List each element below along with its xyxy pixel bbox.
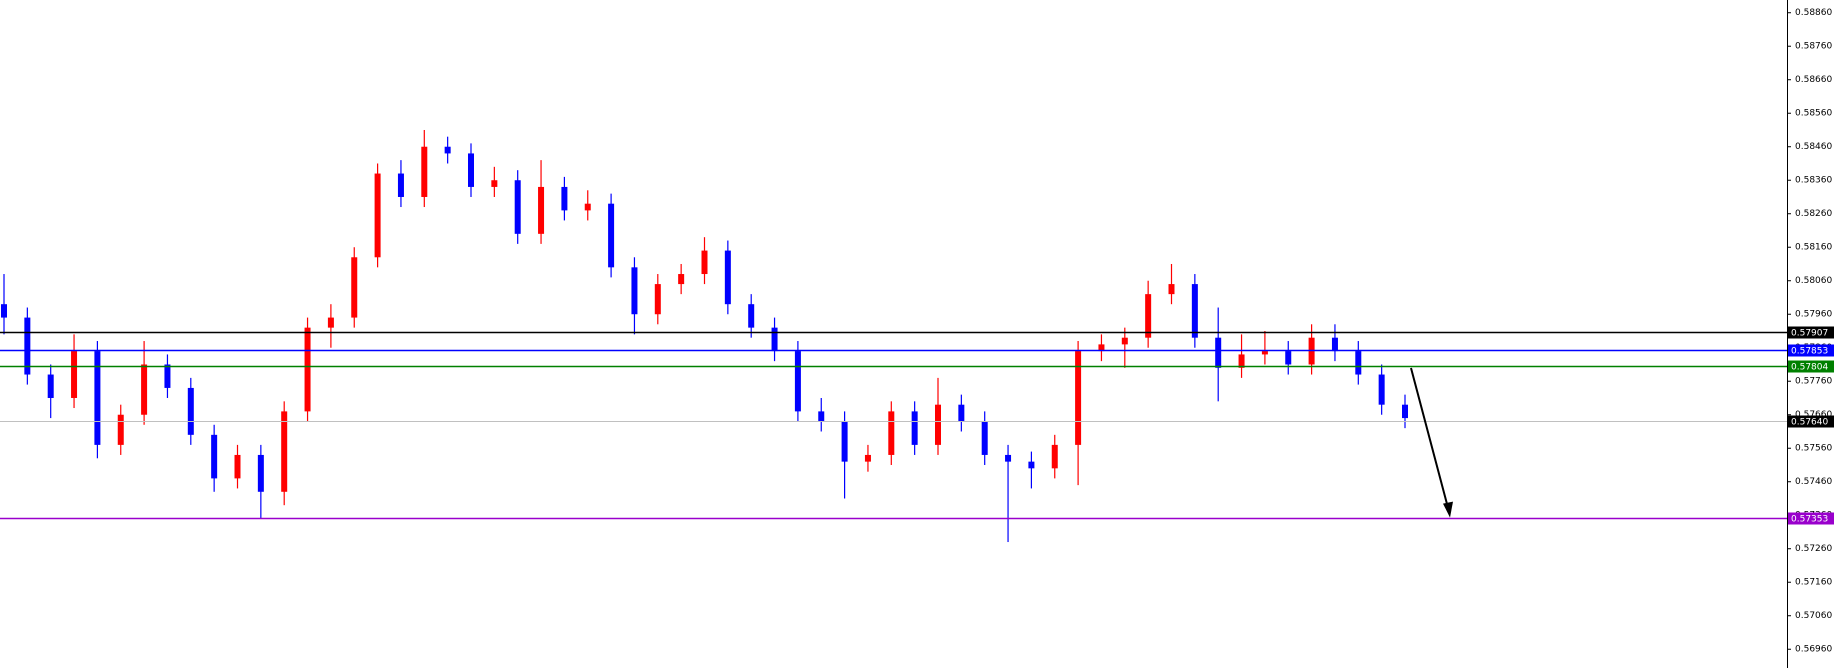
- candle-body: [911, 411, 918, 445]
- candle-body: [1121, 337, 1128, 345]
- level-label: 0.57353: [1791, 515, 1828, 525]
- candle-body: [71, 351, 78, 398]
- candle-body: [281, 411, 288, 492]
- candle-body: [818, 411, 825, 422]
- candle-body: [397, 173, 404, 197]
- candle-body: [654, 284, 661, 315]
- candle-body: [584, 203, 591, 211]
- candle-body: [1238, 354, 1245, 368]
- candle-body: [1355, 351, 1362, 375]
- forecast-arrowhead: [1443, 501, 1453, 518]
- level-label-box: [1788, 344, 1834, 357]
- y-tick-label: 0.57460: [1795, 477, 1832, 487]
- candle-body: [491, 180, 498, 187]
- level-label: 0.57853: [1791, 347, 1828, 357]
- candle-body: [514, 180, 521, 234]
- candle-body: [351, 257, 358, 318]
- candle-body: [1075, 351, 1082, 445]
- candle-body: [1168, 284, 1175, 295]
- candle-body: [1098, 344, 1105, 352]
- candle-body: [468, 153, 474, 187]
- candle-body: [304, 327, 311, 412]
- candle-body: [608, 203, 615, 268]
- candle-body: [117, 414, 124, 445]
- level-label: 0.57640: [1791, 418, 1828, 428]
- candle-body: [1145, 294, 1152, 338]
- y-tick-label: 0.58660: [1795, 75, 1832, 85]
- y-tick-label: 0.58060: [1795, 276, 1832, 286]
- y-tick-label: 0.57660: [1795, 410, 1832, 420]
- candle-body: [1261, 351, 1268, 355]
- candle-body: [327, 317, 334, 328]
- candle-body: [794, 351, 801, 412]
- y-tick-label: 0.58360: [1795, 176, 1832, 186]
- candle-body: [374, 173, 381, 258]
- candle-body: [631, 267, 638, 315]
- candle-body: [981, 421, 988, 455]
- candle-body: [864, 454, 871, 462]
- level-label: 0.57804: [1791, 363, 1828, 373]
- candle-body: [257, 454, 264, 492]
- y-tick-label: 0.58560: [1795, 109, 1832, 119]
- candle-body: [561, 186, 568, 211]
- level-label-box: [1788, 415, 1834, 428]
- y-tick-label: 0.57060: [1795, 611, 1832, 621]
- candle-body: [748, 304, 755, 328]
- candle-body: [211, 434, 218, 479]
- y-tick-label: 0.57260: [1795, 544, 1832, 554]
- candle-body: [1191, 284, 1198, 338]
- candle-body: [47, 374, 54, 398]
- candle-body: [701, 250, 708, 275]
- level-label-box: [1788, 360, 1834, 373]
- y-tick-label: 0.58460: [1795, 142, 1832, 152]
- candle-body: [141, 364, 148, 415]
- candle-body: [444, 146, 451, 154]
- y-tick-label: 0.57960: [1795, 310, 1832, 320]
- candle-body: [841, 421, 848, 462]
- y-tick-label: 0.57560: [1795, 444, 1832, 454]
- candle-body: [678, 274, 685, 285]
- candle-body: [888, 411, 895, 455]
- candle-body: [538, 186, 545, 234]
- candle-body: [234, 454, 241, 479]
- candle-body: [421, 146, 428, 197]
- candle-body: [771, 327, 778, 352]
- y-tick-label: 0.58760: [1795, 42, 1832, 52]
- y-tick-label: 0.58860: [1795, 8, 1832, 18]
- candle-body: [1378, 374, 1385, 405]
- candle-body: [1285, 351, 1292, 365]
- y-tick-label: 0.57760: [1795, 377, 1832, 387]
- candle-body: [164, 364, 171, 388]
- candle-body: [1005, 454, 1012, 462]
- candle-body: [94, 351, 101, 445]
- candle-body: [958, 404, 965, 422]
- y-tick-label: 0.58260: [1795, 209, 1832, 219]
- y-tick-label: 0.58160: [1795, 243, 1832, 253]
- candle-body: [187, 387, 194, 435]
- forecast-arrow: [1410, 367, 1450, 512]
- candle-body: [1331, 337, 1338, 352]
- candle-body: [935, 404, 941, 445]
- level-label: 0.57907: [1791, 329, 1828, 339]
- candle-body: [24, 317, 31, 375]
- candle-body: [1215, 337, 1222, 368]
- level-label-box: [1788, 326, 1834, 339]
- candle-body: [1, 304, 7, 318]
- candle-body: [1402, 404, 1408, 419]
- level-label-box: [1788, 512, 1834, 525]
- candle-body: [724, 250, 731, 305]
- y-tick-label: 0.57160: [1795, 578, 1832, 588]
- candle-body: [1051, 444, 1058, 469]
- y-tick-label: 0.56960: [1795, 645, 1832, 655]
- candle-body: [1028, 461, 1035, 469]
